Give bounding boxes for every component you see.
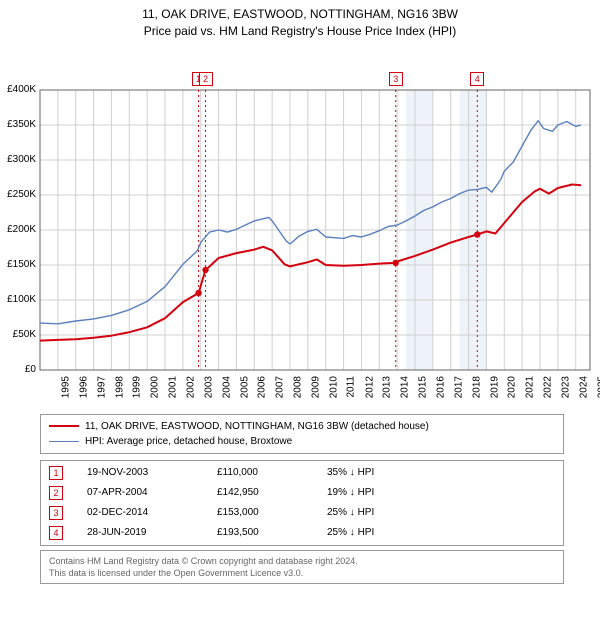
chart-svg <box>0 40 600 410</box>
event-marker-icon: 3 <box>49 506 63 520</box>
event-price: £153,000 <box>217 507 327 518</box>
x-axis-label: 2016 <box>435 376 446 398</box>
plot-area: £0 £50K £100K £150K £200K £250K £300K £350K £400… <box>0 40 600 410</box>
x-axis-label: 2000 <box>150 376 161 398</box>
y-axis-label: £200K <box>0 224 36 235</box>
events-table: 1 19-NOV-2003£110,00035% ↓ HPI 2 07-APR-200… <box>40 460 564 546</box>
legend-item: 11, OAK DRIVE, EASTWOOD, NOTTINGHAM, NG1… <box>49 419 555 434</box>
x-axis-label: 1997 <box>96 376 107 398</box>
event-marker-4: 4 <box>470 72 484 86</box>
event-price: £142,950 <box>217 487 327 498</box>
event-marker-2: 2 <box>199 72 213 86</box>
event-row: 3 02-DEC-2014£153,00025% ↓ HPI <box>41 503 563 523</box>
event-price: £193,500 <box>217 527 327 538</box>
y-axis-label: £250K <box>0 189 36 200</box>
x-axis-label: 1996 <box>78 376 89 398</box>
y-axis-label: £0 <box>0 364 36 375</box>
x-axis-label: 2005 <box>239 376 250 398</box>
title-address: 11, OAK DRIVE, EASTWOOD, NOTTINGHAM, NG1… <box>0 6 600 23</box>
footer-line1: Contains HM Land Registry data © Crown c… <box>49 555 555 567</box>
x-axis-label: 2018 <box>471 376 482 398</box>
event-date: 19-NOV-2003 <box>87 467 217 478</box>
event-hpi-diff: 25% ↓ HPI <box>327 527 555 538</box>
x-axis-label: 2010 <box>328 376 339 398</box>
event-hpi-diff: 35% ↓ HPI <box>327 467 555 478</box>
x-axis-label: 2024 <box>578 376 589 398</box>
legend-swatch <box>49 425 79 427</box>
event-marker-icon: 2 <box>49 486 63 500</box>
legend-swatch <box>49 441 79 442</box>
y-axis-label: £100K <box>0 294 36 305</box>
title-subtitle: Price paid vs. HM Land Registry's House … <box>0 23 600 40</box>
chart-container: 11, OAK DRIVE, EASTWOOD, NOTTINGHAM, NG1… <box>0 0 600 584</box>
x-axis-label: 2001 <box>167 376 178 398</box>
x-axis-label: 2002 <box>185 376 196 398</box>
x-axis-label: 2011 <box>345 376 356 398</box>
x-axis-label: 2006 <box>257 376 268 398</box>
event-hpi-diff: 25% ↓ HPI <box>327 507 555 518</box>
y-axis-label: £50K <box>0 329 36 340</box>
x-axis-label: 2019 <box>489 376 500 398</box>
event-date: 07-APR-2004 <box>87 487 217 498</box>
attribution-footer: Contains HM Land Registry data © Crown c… <box>40 550 564 584</box>
y-axis-label: £300K <box>0 154 36 165</box>
footer-line2: This data is licensed under the Open Gov… <box>49 567 555 579</box>
event-row: 4 28-JUN-2019£193,50025% ↓ HPI <box>41 523 563 543</box>
y-axis-label: £350K <box>0 119 36 130</box>
x-axis-label: 2022 <box>542 376 553 398</box>
legend-label: HPI: Average price, detached house, Brox… <box>85 434 292 449</box>
x-axis-label: 2020 <box>507 376 518 398</box>
y-axis-label: £150K <box>0 259 36 270</box>
x-axis-label: 2008 <box>292 376 303 398</box>
event-marker-icon: 1 <box>49 466 63 480</box>
event-price: £110,000 <box>217 467 327 478</box>
y-axis-label: £400K <box>0 84 36 95</box>
x-axis-label: 2025 <box>596 376 600 398</box>
event-hpi-diff: 19% ↓ HPI <box>327 487 555 498</box>
event-marker-3: 3 <box>389 72 403 86</box>
legend-item: HPI: Average price, detached house, Brox… <box>49 434 555 449</box>
x-axis-label: 2017 <box>453 376 464 398</box>
x-axis-label: 1995 <box>60 376 71 398</box>
legend-label: 11, OAK DRIVE, EASTWOOD, NOTTINGHAM, NG1… <box>85 419 429 434</box>
x-axis-label: 2003 <box>203 376 214 398</box>
event-row: 1 19-NOV-2003£110,00035% ↓ HPI <box>41 463 563 483</box>
x-axis-label: 2007 <box>275 376 286 398</box>
legend: 11, OAK DRIVE, EASTWOOD, NOTTINGHAM, NG1… <box>40 414 564 454</box>
x-axis-label: 2012 <box>364 376 375 398</box>
event-date: 02-DEC-2014 <box>87 507 217 518</box>
x-axis-label: 2014 <box>400 376 411 398</box>
x-axis-label: 2004 <box>221 376 232 398</box>
x-axis-label: 1999 <box>132 376 143 398</box>
x-axis-label: 1998 <box>114 376 125 398</box>
x-axis-label: 2015 <box>417 376 428 398</box>
event-date: 28-JUN-2019 <box>87 527 217 538</box>
x-axis-label: 2013 <box>382 376 393 398</box>
x-axis-label: 2009 <box>310 376 321 398</box>
event-marker-icon: 4 <box>49 526 63 540</box>
event-row: 2 07-APR-2004£142,95019% ↓ HPI <box>41 483 563 503</box>
x-axis-label: 2023 <box>560 376 571 398</box>
x-axis-label: 2021 <box>525 376 536 398</box>
chart-titles: 11, OAK DRIVE, EASTWOOD, NOTTINGHAM, NG1… <box>0 0 600 40</box>
